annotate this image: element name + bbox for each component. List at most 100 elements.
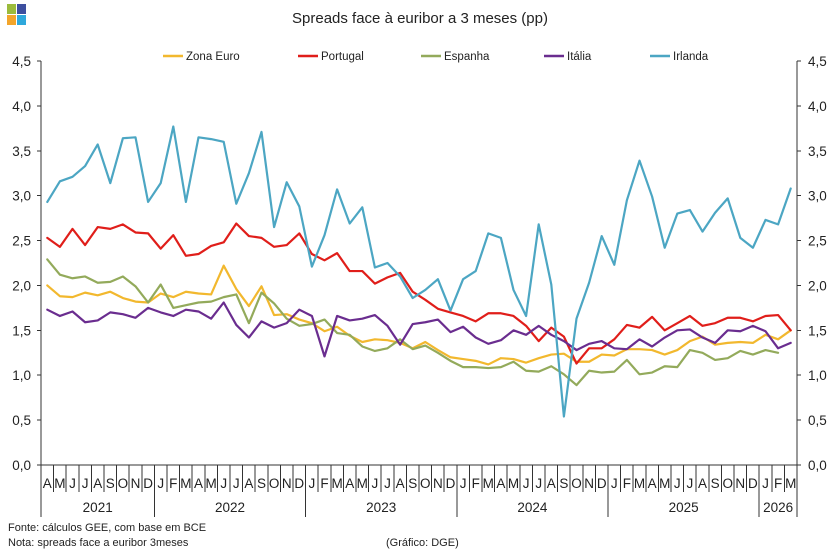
chart-credit: (Gráfico: DGE)	[386, 537, 459, 549]
x-tick-label-month: M	[331, 476, 342, 491]
x-tick-label-month: J	[762, 476, 769, 491]
legend-item-espanha: Espanha	[421, 51, 490, 63]
x-tick-label-month: J	[611, 476, 618, 491]
legend-label-zona-euro: Zona Euro	[186, 51, 240, 63]
x-tick-label-month: J	[523, 476, 530, 491]
y-tick-label-right: 2,5	[808, 234, 827, 249]
x-tick-label-month: O	[420, 476, 431, 491]
x-tick-label-month: J	[69, 476, 76, 491]
x-tick-label-month: M	[205, 476, 216, 491]
y-tick-label-right: 3,0	[808, 189, 827, 204]
x-tick-label-month: J	[460, 476, 467, 491]
x-tick-label-month: A	[43, 476, 52, 491]
legend: Zona Euro Portugal Espanha Itália Irlanda	[163, 51, 709, 63]
y-tick-label-right: 4,0	[808, 99, 827, 114]
x-tick-label-month: M	[483, 476, 494, 491]
x-tick-label-month: J	[82, 476, 89, 491]
x-tick-label-month: O	[722, 476, 733, 491]
x-tick-label-month: J	[233, 476, 240, 491]
series-line-espanha	[46, 258, 780, 387]
x-tick-label-year: 2021	[83, 500, 113, 515]
x-tick-label-year: 2023	[366, 500, 396, 515]
legend-label-irlanda: Irlanda	[673, 51, 709, 63]
x-tick-label-month: M	[634, 476, 645, 491]
x-tick-label-month: A	[698, 476, 707, 491]
x-tick-label-month: J	[384, 476, 391, 491]
series-line-portugal	[46, 222, 792, 365]
series-line-irlanda	[46, 125, 792, 418]
x-tick-label-month: F	[320, 476, 328, 491]
x-tick-label-month: A	[547, 476, 556, 491]
x-tick-label-month: N	[433, 476, 443, 491]
footnote: Nota: spreads face a euribor 3meses	[8, 537, 189, 549]
x-tick-label-month: M	[54, 476, 65, 491]
y-tick-label-left: 1,0	[12, 368, 31, 383]
x-tick-label-year: 2026	[763, 500, 793, 515]
x-tick-label-month: M	[357, 476, 368, 491]
y-tick-label-left: 0,5	[12, 413, 31, 428]
x-tick-label-month: J	[157, 476, 164, 491]
x-tick-label-month: D	[446, 476, 456, 491]
plot-area	[46, 125, 792, 418]
x-tick-label-month: D	[748, 476, 758, 491]
x-tick-label-month: J	[372, 476, 379, 491]
y-tick-label-right: 1,0	[808, 368, 827, 383]
x-tick-label-month: A	[648, 476, 657, 491]
y-tick-label-right: 0,0	[808, 458, 827, 473]
x-tick-label-month: M	[180, 476, 191, 491]
x-tick-label-month: S	[257, 476, 266, 491]
x-tick-label-month: A	[244, 476, 253, 491]
x-tick-label-month: A	[93, 476, 102, 491]
x-tick-label-year: 2024	[517, 500, 548, 515]
y-tick-label-left: 3,5	[12, 144, 31, 159]
x-tick-label-month: J	[687, 476, 694, 491]
x-tick-label-month: N	[735, 476, 745, 491]
x-tick-label-month: F	[169, 476, 177, 491]
y-tick-label-left: 4,0	[12, 99, 31, 114]
x-tick-label-month: F	[623, 476, 631, 491]
y-tick-label-left: 2,0	[12, 278, 31, 293]
legend-item-irlanda: Irlanda	[650, 51, 709, 63]
x-tick-label-month: S	[106, 476, 115, 491]
x-tick-label-month: M	[659, 476, 670, 491]
x-tick-label-month: M	[508, 476, 519, 491]
legend-item-italia: Itália	[544, 51, 592, 63]
logo-square-top-left	[7, 4, 16, 14]
x-tick-label-month: N	[584, 476, 594, 491]
y-tick-label-right: 4,5	[808, 54, 827, 69]
legend-label-italia: Itália	[567, 51, 592, 63]
x-tick-label-month: J	[220, 476, 227, 491]
chart-title: Spreads face à euribor a 3 meses (pp)	[292, 10, 548, 27]
logo-square-bottom-left	[7, 15, 16, 25]
y-tick-label-left: 4,5	[12, 54, 31, 69]
y-tick-label-left: 2,5	[12, 234, 31, 249]
y-tick-label-left: 3,0	[12, 189, 31, 204]
x-tick-label-year: 2025	[669, 500, 699, 515]
source-note: Fonte: cálculos GEE, com base em BCE	[8, 522, 206, 534]
y-tick-label-left: 1,5	[12, 323, 31, 338]
y-tick-label-right: 0,5	[808, 413, 827, 428]
x-tick-label-month: S	[559, 476, 568, 491]
x-tick-label-month: N	[282, 476, 292, 491]
y-tick-label-right: 1,5	[808, 323, 827, 338]
legend-label-portugal: Portugal	[321, 51, 364, 63]
x-tick-label-month: J	[309, 476, 316, 491]
x-tick-label-month: D	[597, 476, 607, 491]
series-line-italia	[46, 301, 792, 358]
y-tick-label-right: 2,0	[808, 278, 827, 293]
x-tick-label-month: F	[472, 476, 480, 491]
x-tick-label-month: M	[785, 476, 796, 491]
x-tick-label-month: D	[143, 476, 153, 491]
y-tick-label-left: 0,0	[12, 458, 31, 473]
x-tick-label-month: D	[294, 476, 304, 491]
x-tick-label-month: A	[396, 476, 405, 491]
y-axis-left: 0,0 0,5 1,0 1,5 2,0 2,5 3,0 3,5 4,0 4,5	[12, 54, 41, 473]
legend-label-espanha: Espanha	[444, 51, 490, 63]
y-tick-label-right: 3,5	[808, 144, 827, 159]
legend-item-zona-euro: Zona Euro	[163, 51, 240, 63]
x-tick-label-month: O	[118, 476, 129, 491]
x-tick-label-month: F	[774, 476, 782, 491]
x-tick-label-month: S	[408, 476, 417, 491]
